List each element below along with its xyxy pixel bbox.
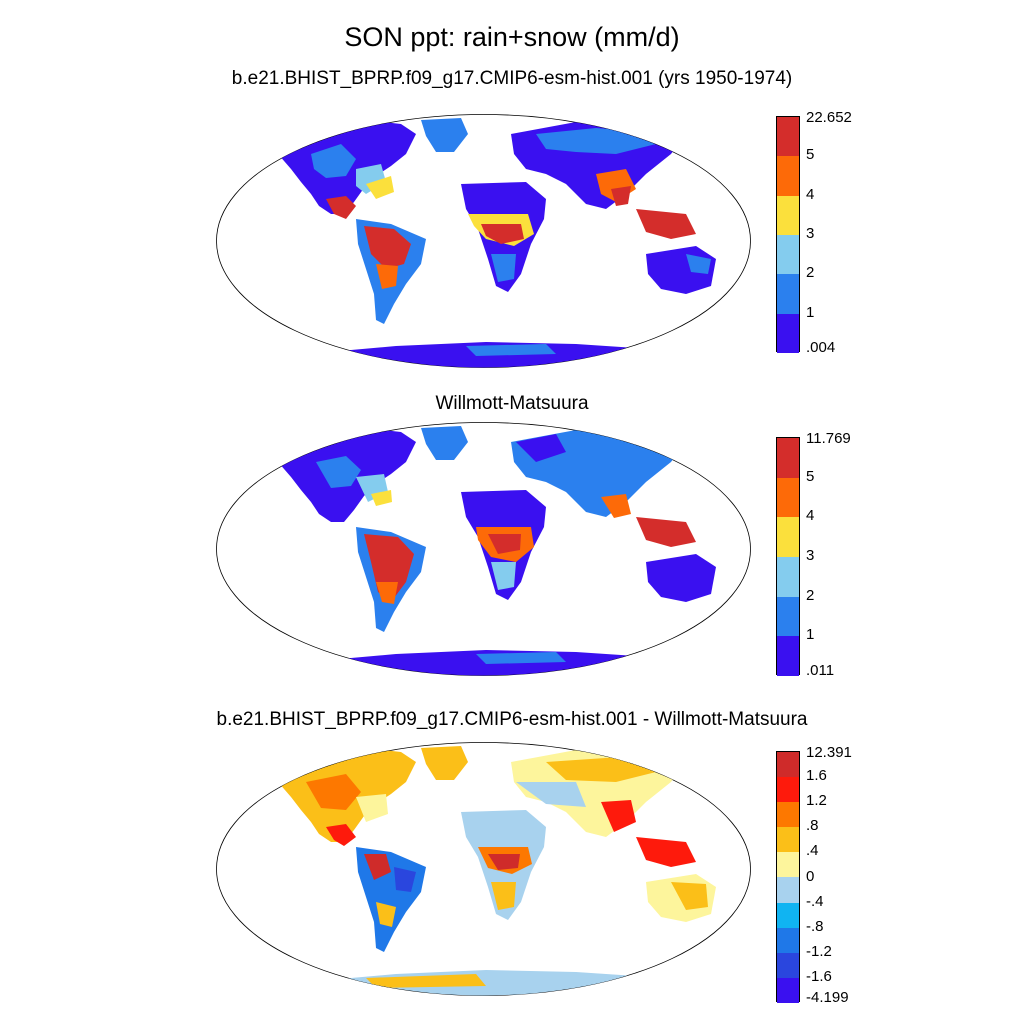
colorbar-segment: [777, 517, 799, 557]
colorbar-segment: [777, 927, 799, 953]
colorbar-label: 4: [806, 185, 815, 203]
colorbar-segment: [777, 877, 799, 903]
map-model: [216, 114, 751, 368]
colorbar-label: 5: [806, 467, 815, 485]
colorbar-segment: [777, 274, 799, 314]
map-difference: [216, 742, 751, 996]
colorbar-label: -4.199: [806, 989, 849, 1006]
colorbar-segment: [777, 902, 799, 928]
colorbar-segment: [777, 156, 799, 196]
colorbar-model: [776, 116, 800, 353]
colorbar-segment: [777, 313, 799, 353]
land-fields-observed: [276, 426, 716, 676]
colorbar-segment: [777, 977, 799, 1003]
colorbar-segment: [777, 438, 799, 478]
panel-title-difference: b.e21.BHIST_BPRP.f09_g17.CMIP6-esm-hist.…: [216, 709, 808, 730]
colorbar-label: 1.2: [806, 792, 827, 810]
colorbar-label: 11.769: [806, 430, 851, 447]
colorbar-label: -.4: [806, 892, 824, 910]
colorbar-segment: [777, 752, 799, 778]
colorbar-segment: [777, 636, 799, 676]
colorbar-label: -.8: [806, 917, 824, 935]
panel-title-model: b.e21.BHIST_BPRP.f09_g17.CMIP6-esm-hist.…: [231, 68, 793, 89]
colorbar-segment: [777, 477, 799, 518]
colorbar-label: 22.652: [806, 109, 852, 126]
colorbar-observed: [776, 437, 800, 676]
colorbar-label: .004: [806, 339, 836, 356]
colorbar-label: 3: [806, 225, 815, 242]
figure-title: SON ppt: rain+snow (mm/d): [344, 22, 680, 52]
colorbar-segment: [777, 195, 799, 235]
colorbar-label: 1: [806, 626, 815, 644]
colorbar-label: 1: [806, 303, 815, 321]
colorbar-segment: [777, 827, 799, 853]
colorbar-label: 2: [806, 586, 815, 604]
colorbar-segment: [777, 777, 799, 803]
colorbar-segment: [777, 596, 799, 637]
colorbar-label: -1.2: [806, 942, 832, 960]
colorbar-segment: [777, 234, 799, 275]
map-observed: [216, 422, 751, 676]
colorbar-label: 3: [806, 547, 815, 564]
colorbar-label: 2: [806, 264, 815, 282]
colorbar-label: .011: [806, 662, 835, 679]
colorbar-label: 12.391: [806, 744, 852, 761]
colorbar-segment: [777, 952, 799, 978]
colorbar-segment: [777, 556, 799, 597]
panel-title-observed: Willmott-Matsuura: [435, 393, 589, 414]
colorbar-segment: [777, 802, 799, 828]
colorbar-label: .8: [806, 817, 819, 835]
colorbar-label: 1.6: [806, 767, 827, 785]
colorbar-label: .4: [806, 842, 819, 860]
colorbar-segment: [777, 117, 799, 157]
colorbar-label: -1.6: [806, 967, 832, 985]
colorbar-label: 4: [806, 507, 815, 525]
colorbar-difference: [776, 751, 800, 1003]
land-fields-model: [276, 118, 716, 368]
colorbar-label: 0: [806, 867, 815, 885]
colorbar-label: 5: [806, 146, 815, 164]
colorbar-segment: [777, 852, 799, 878]
